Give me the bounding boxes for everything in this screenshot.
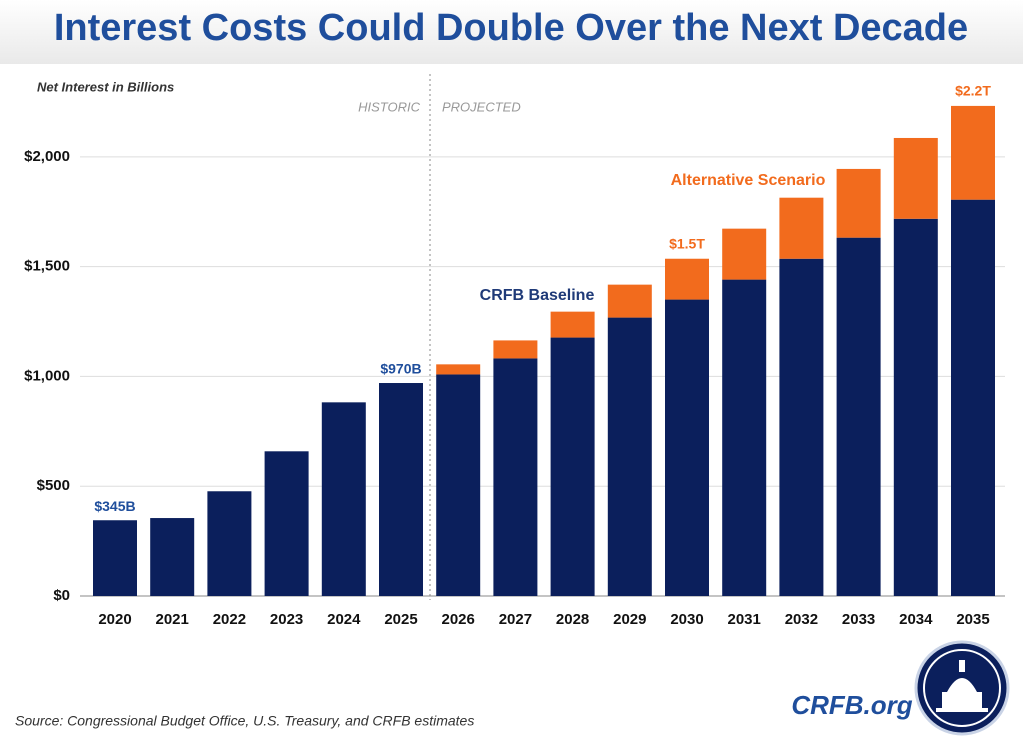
x-tick-label: 2030 (670, 611, 703, 628)
period-label: HISTORIC (358, 99, 420, 114)
bar-segment (550, 311, 595, 338)
x-tick-label: 2033 (842, 611, 875, 628)
bar-segment (722, 279, 767, 596)
bar-segment (722, 228, 767, 280)
chart-title: Interest Costs Could Double Over the Nex… (54, 7, 968, 49)
x-tick-label: 2023 (270, 611, 303, 628)
x-tick-label: 2034 (899, 611, 933, 628)
annotation: $2.2T (955, 83, 991, 99)
bar-segment (836, 168, 881, 238)
bar-segment (436, 364, 481, 375)
bar-segment (150, 518, 195, 596)
annotation: $1.5T (669, 235, 705, 251)
bar-segment (207, 491, 252, 596)
x-tick-label: 2031 (728, 611, 761, 628)
y-tick-label: $2,000 (24, 148, 70, 165)
x-tick-label: 2027 (499, 611, 532, 628)
y-tick-label: $1,500 (24, 258, 70, 275)
bar-segment (607, 317, 652, 596)
bar-segment (379, 383, 423, 596)
x-tick-label: 2028 (556, 611, 589, 628)
bar-segment (779, 197, 824, 259)
period-label: PROJECTED (442, 99, 521, 114)
bar-segment (665, 299, 709, 596)
bar-segment (951, 199, 995, 596)
x-tick-label: 2021 (156, 611, 189, 628)
x-tick-label: 2032 (785, 611, 818, 628)
bar-segment (951, 105, 995, 200)
y-tick-label: $0 (53, 587, 70, 604)
x-tick-label: 2026 (442, 611, 475, 628)
x-tick-label: 2022 (213, 611, 246, 628)
bar-segment (836, 237, 881, 596)
bar-segment (779, 258, 824, 596)
y-axis-label: Net Interest in Billions (37, 79, 174, 94)
x-tick-label: 2024 (327, 611, 361, 628)
bar-segment (893, 137, 938, 219)
bar-segment (93, 520, 137, 596)
bar-segment (493, 358, 538, 596)
x-tick-label: 2035 (956, 611, 989, 628)
source-note: Source: Congressional Budget Office, U.S… (15, 713, 474, 729)
bar-segment (607, 284, 652, 318)
y-tick-label: $1,000 (24, 367, 70, 384)
y-tick-label: $500 (37, 477, 70, 494)
legend-label: Alternative Scenario (671, 172, 826, 189)
legend-label: CRFB Baseline (480, 287, 595, 304)
x-tick-label: 2020 (98, 611, 131, 628)
bar-segment (493, 340, 538, 359)
x-tick-label: 2025 (384, 611, 417, 628)
x-tick-label: 2029 (613, 611, 646, 628)
bar-segment (665, 258, 709, 300)
logo (914, 640, 1010, 736)
value-label: $345B (94, 498, 135, 514)
bar-segment (436, 374, 481, 596)
bar-segment (321, 402, 366, 596)
bar-segment (264, 451, 309, 596)
brand: CRFB.org (791, 690, 912, 720)
bar-segment (550, 337, 595, 596)
header-band (0, 0, 1023, 64)
bar-segment (893, 218, 938, 596)
value-label: $970B (380, 361, 421, 377)
